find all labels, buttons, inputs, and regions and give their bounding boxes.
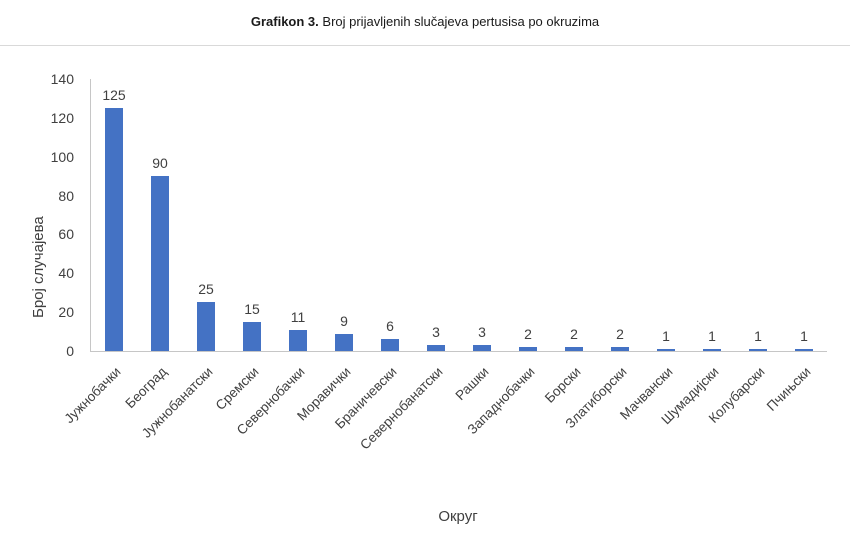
data-label-Златиборски: 2 xyxy=(616,326,624,343)
bar-Шумадијски xyxy=(703,349,721,351)
data-label-Западнобачки: 2 xyxy=(524,326,532,343)
y-tick-20: 20 xyxy=(58,304,74,321)
bar-Златиборски xyxy=(611,347,629,351)
y-tick-100: 100 xyxy=(50,148,74,165)
bar-Београд xyxy=(151,176,169,351)
data-label-Борски: 2 xyxy=(570,326,578,343)
chart-title-text: Broj prijavljenih slučajeva pertusisa po… xyxy=(318,14,600,29)
data-label-Мачвански: 1 xyxy=(662,328,670,345)
bar-Мачвански xyxy=(657,349,675,351)
x-axis-category-labels: Јужнобачки Београд Јужнобанатски Сремски Сев… xyxy=(62,358,826,486)
bar-Јужнобачки xyxy=(105,108,123,351)
data-label-Београд: 90 xyxy=(152,155,168,172)
data-label-Јужнобанатски: 25 xyxy=(198,281,214,298)
bar-Западнобачки xyxy=(519,347,537,351)
chart-area: Број случајева 0 20 40 60 80 100 120 140 125 90 2… xyxy=(0,45,850,543)
data-label-Колубарски: 1 xyxy=(754,328,762,345)
data-label-Јужнобачки: 125 xyxy=(102,87,126,104)
y-tick-120: 120 xyxy=(50,109,74,126)
y-tick-80: 80 xyxy=(58,187,74,204)
data-label-Шумадијски: 1 xyxy=(708,328,716,345)
bar-Севернобанатски xyxy=(427,345,445,351)
y-tick-140: 140 xyxy=(50,71,74,87)
data-label-Севернобачки: 11 xyxy=(290,308,306,325)
bar-Моравички xyxy=(335,333,353,351)
chart-title-prefix: Grafikon 3. xyxy=(250,14,319,29)
bar-Браничевски xyxy=(381,339,399,351)
y-tick-40: 40 xyxy=(58,265,74,282)
bar-Севернобачки xyxy=(289,329,307,351)
bar-Сремски xyxy=(243,321,261,351)
data-label-Моравички: 9 xyxy=(340,312,348,329)
bar-Колубарски xyxy=(749,349,767,351)
data-label-Сремски: 15 xyxy=(244,300,260,317)
y-tick-0: 0 xyxy=(66,343,74,359)
y-tick-60: 60 xyxy=(58,226,74,243)
data-label-Рашки: 3 xyxy=(478,324,486,341)
chart-title: Grafikon 3. Broj prijavljenih slučajeva … xyxy=(0,14,850,29)
bar-Борски xyxy=(565,347,583,351)
bar-Пчињски xyxy=(795,349,813,351)
bar-Јужнобанатски xyxy=(197,302,215,351)
data-label-Пчињски: 1 xyxy=(800,328,808,345)
y-axis-ticks: 0 20 40 60 80 100 120 140 xyxy=(28,71,82,359)
plot-area: 125 90 25 15 11 9 6 3 3 2 2 2 1 1 1 1 xyxy=(90,79,827,352)
x-axis-title: Округ xyxy=(438,508,478,525)
data-label-Браничевски: 6 xyxy=(386,318,394,335)
bar-Рашки xyxy=(473,345,491,351)
data-label-Севернобанатски: 3 xyxy=(432,324,440,341)
